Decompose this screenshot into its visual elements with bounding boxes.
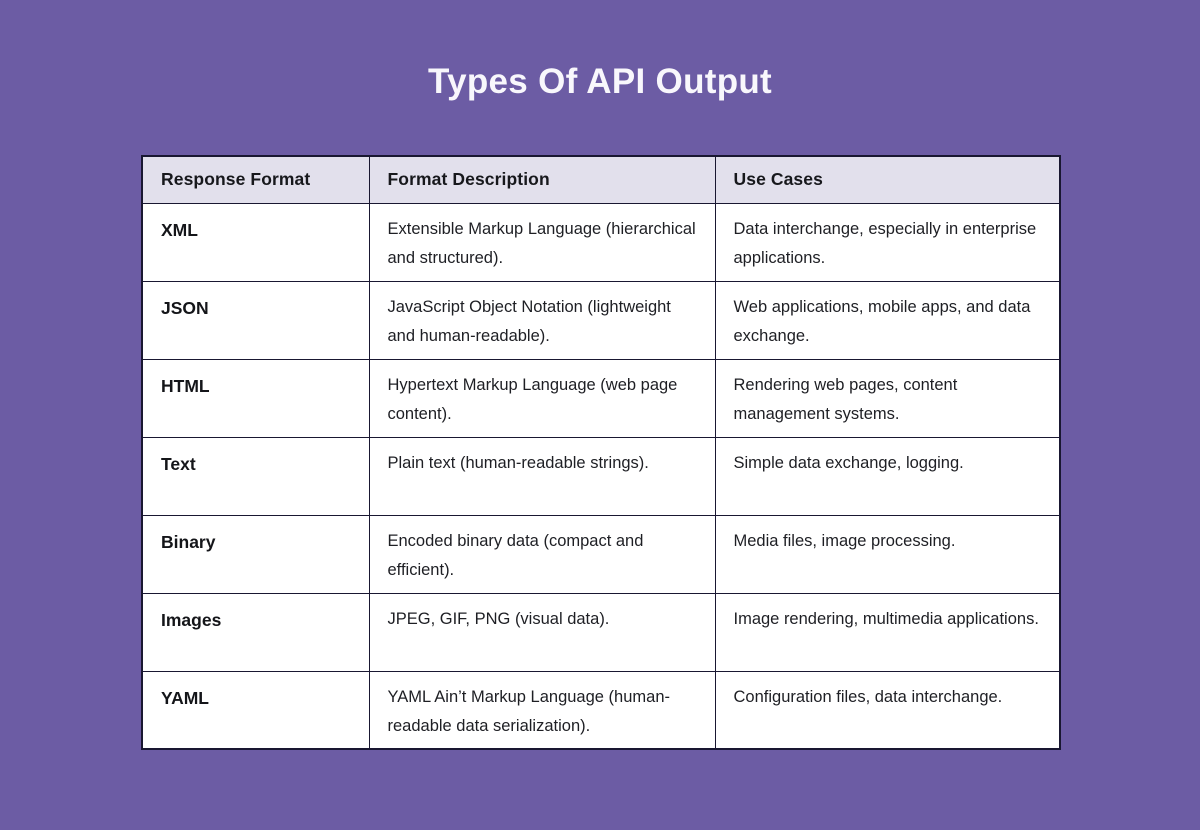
table-row-binary: Binary Encoded binary data (compact and … — [141, 514, 1061, 594]
table-row-yaml: YAML YAML Ain’t Markup Language (human-r… — [141, 670, 1061, 750]
format-cell: YAML — [141, 670, 370, 750]
use-cases-cell: Configuration files, data interchange. — [714, 670, 1061, 750]
table-row-json: JSON JavaScript Object Notation (lightwe… — [141, 280, 1061, 360]
format-cell: XML — [141, 202, 370, 282]
table-header: Response Format Format Description Use C… — [141, 155, 1061, 204]
format-cell: HTML — [141, 358, 370, 438]
use-cases-cell: Data interchange, especially in enterpri… — [714, 202, 1061, 282]
format-cell: Binary — [141, 514, 370, 594]
table-row-text: Text Plain text (human-readable strings)… — [141, 436, 1061, 516]
column-header-response-format: Response Format — [141, 155, 370, 204]
table-body: XML Extensible Markup Language (hierarch… — [141, 202, 1061, 750]
use-cases-cell: Image rendering, multimedia applications… — [714, 592, 1061, 672]
column-header-format-description: Format Description — [368, 155, 716, 204]
use-cases-cell: Web applications, mobile apps, and data … — [714, 280, 1061, 360]
format-cell: Images — [141, 592, 370, 672]
description-cell: Encoded binary data (compact and efficie… — [368, 514, 716, 594]
description-cell: YAML Ain’t Markup Language (human-readab… — [368, 670, 716, 750]
table-row-xml: XML Extensible Markup Language (hierarch… — [141, 202, 1061, 282]
use-cases-cell: Simple data exchange, logging. — [714, 436, 1061, 516]
description-cell: Hypertext Markup Language (web page cont… — [368, 358, 716, 438]
api-output-table: Response Format Format Description Use C… — [141, 155, 1061, 750]
use-cases-cell: Rendering web pages, content management … — [714, 358, 1061, 438]
table-header-row: Response Format Format Description Use C… — [141, 155, 1061, 204]
column-header-use-cases: Use Cases — [714, 155, 1061, 204]
format-cell: Text — [141, 436, 370, 516]
description-cell: JPEG, GIF, PNG (visual data). — [368, 592, 716, 672]
table-row-html: HTML Hypertext Markup Language (web page… — [141, 358, 1061, 438]
description-cell: Extensible Markup Language (hierarchical… — [368, 202, 716, 282]
description-cell: JavaScript Object Notation (lightweight … — [368, 280, 716, 360]
page-title: Types Of API Output — [427, 62, 773, 101]
table-row-images: Images JPEG, GIF, PNG (visual data). Ima… — [141, 592, 1061, 672]
format-cell: JSON — [141, 280, 370, 360]
description-cell: Plain text (human-readable strings). — [368, 436, 716, 516]
use-cases-cell: Media files, image processing. — [714, 514, 1061, 594]
